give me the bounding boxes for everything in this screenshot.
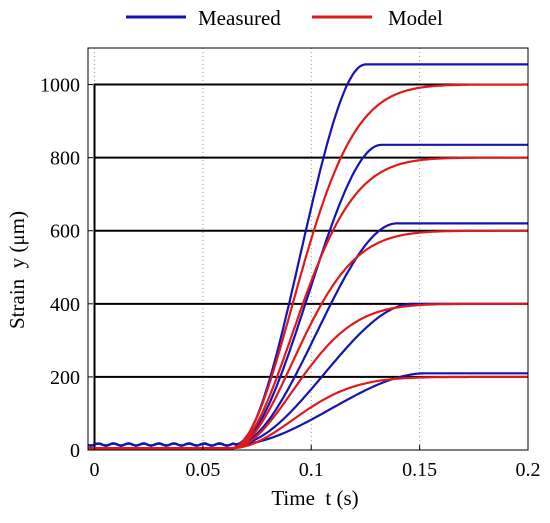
measured-curve [87, 222, 528, 447]
x-axis-label: Time t (s) [271, 486, 358, 510]
y-tick-label: 1000 [40, 75, 80, 97]
y-tick-label: 0 [70, 440, 80, 462]
y-tick-label: 400 [50, 294, 80, 316]
model-curve [88, 229, 528, 450]
legend-label-model: Model [388, 6, 443, 30]
measured-curve [87, 63, 528, 447]
plot-frame [87, 47, 529, 451]
measured-curve [87, 302, 528, 447]
model-curve [88, 375, 528, 450]
reference-step-line [93, 83, 528, 450]
measured-curve [87, 143, 528, 447]
model-curve [88, 83, 528, 450]
data-series [87, 63, 528, 450]
y-tick-label: 200 [50, 367, 80, 389]
legend: Measured Model [126, 6, 443, 30]
legend-label-measured: Measured [198, 6, 281, 30]
reference-signals [93, 83, 528, 450]
y-tick-label: 800 [50, 148, 80, 170]
x-tick-label: 0.1 [299, 459, 324, 481]
x-tick-label: 0.15 [402, 459, 437, 481]
x-tick-label: 0.05 [185, 459, 220, 481]
y-axis-label: Strain y (μm) [5, 211, 29, 329]
x-tick-label: 0 [90, 459, 100, 481]
y-tick-label: 600 [50, 221, 80, 243]
x-tick-label: 0.2 [516, 459, 541, 481]
axis-ticks: 0 0.05 0.1 0.15 0.2 0 200 400 600 800 1000 [40, 75, 541, 481]
